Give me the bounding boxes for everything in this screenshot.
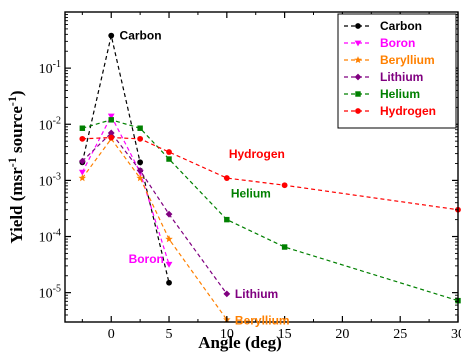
- data-point-boron: [78, 169, 86, 176]
- marker-layer: [78, 32, 461, 323]
- annotation-lithium: Lithium: [235, 287, 278, 301]
- x-axis-title: Angle (deg): [198, 333, 282, 352]
- series-line-carbon: [81, 35, 170, 283]
- annotation-boron: Boron: [129, 252, 164, 266]
- y-axis-title-main: Yield (msr: [7, 167, 26, 244]
- legend-marker-beryllium: [354, 56, 362, 64]
- x-tick-label: 25: [393, 327, 407, 342]
- data-point-beryllium: [78, 174, 87, 182]
- data-point-helium: [166, 156, 172, 162]
- y-tick-label-exponent: -5: [53, 284, 61, 295]
- y-axis-title-end: ): [7, 90, 26, 96]
- y-tick-label-exponent: -2: [53, 115, 61, 126]
- legend-label-helium: Helium: [380, 87, 420, 101]
- y-tick-label: 10-1: [39, 59, 61, 77]
- y-axis-title-sup1: -1: [5, 157, 19, 167]
- data-point-helium: [108, 117, 114, 123]
- y-axis-title: Yield (msr-1 source-1): [5, 90, 26, 243]
- data-point-lithium: [165, 210, 173, 218]
- data-point-beryllium: [136, 174, 144, 182]
- series-line-beryllium: [81, 137, 228, 321]
- legend-marker-boron: [354, 40, 362, 47]
- series-line-lithium: [81, 132, 228, 295]
- y-tick-label: 10-5: [39, 284, 61, 302]
- y-tick-label-base: 10: [39, 174, 53, 189]
- y-tick-label-base: 10: [39, 231, 53, 246]
- data-point-carbon: [166, 279, 172, 286]
- y-tick-label-base: 10: [39, 287, 53, 302]
- y-tick-label-base: 10: [39, 62, 53, 77]
- annotation-hydrogen: Hydrogen: [229, 147, 285, 161]
- y-axis-title-mid: source: [7, 106, 26, 158]
- data-point-beryllium: [165, 235, 173, 243]
- legend-label-hydrogen: Hydrogen: [380, 104, 436, 118]
- y-axis-title-sup2: -1: [5, 96, 19, 106]
- data-point-lithium: [78, 157, 86, 165]
- legend: Carbon Boron Beryllium Lithium Helium Hydroge…: [337, 13, 457, 129]
- y-tick-label-base: 10: [39, 118, 53, 133]
- legend-label-lithium: Lithium: [380, 70, 423, 84]
- data-point-boron: [165, 261, 173, 268]
- annotation-layer: Carbon Hydrogen Helium Boron Lithium Berylliu…: [120, 29, 290, 328]
- data-point-lithium: [223, 290, 231, 298]
- data-point-hydrogen: [223, 175, 230, 181]
- data-point-hydrogen: [79, 135, 86, 142]
- data-point-hydrogen: [281, 182, 288, 189]
- legend-label-beryllium: Beryllium: [380, 53, 435, 67]
- y-tick-label: 10-4: [39, 228, 61, 246]
- x-tick-label: 30: [451, 327, 461, 342]
- data-point-lithium: [107, 129, 115, 137]
- legend-label-carbon: Carbon: [380, 19, 422, 33]
- x-tick-label: 20: [335, 327, 349, 342]
- x-tick-label: 10: [220, 327, 234, 342]
- data-point-carbon: [108, 32, 115, 39]
- data-point-hydrogen: [108, 134, 115, 141]
- data-point-lithium: [136, 167, 144, 174]
- data-point-helium: [224, 216, 230, 223]
- x-tick-label: 5: [166, 327, 173, 342]
- legend-label-boron: Boron: [380, 36, 415, 50]
- plot-frame: [64, 11, 459, 323]
- legend-marker-carbon: [355, 23, 361, 29]
- y-tick-label: 10-2: [39, 115, 61, 133]
- y-tick-label-exponent: -3: [53, 171, 61, 182]
- data-point-hydrogen: [166, 149, 172, 155]
- annotation-beryllium: Beryllium: [235, 314, 290, 328]
- data-point-helium: [79, 125, 86, 131]
- y-tick-label: 10-3: [39, 171, 61, 189]
- data-point-helium: [137, 125, 143, 131]
- y-tick-label-exponent: -1: [53, 59, 61, 70]
- annotation-helium: Helium: [231, 186, 271, 200]
- data-point-hydrogen: [137, 135, 144, 142]
- legend-marker-helium: [355, 91, 361, 97]
- x-tick-label: 15: [278, 327, 292, 342]
- legend-marker-lithium: [354, 73, 362, 81]
- tick-layer: 05101520253010-510-410-310-210-1: [39, 12, 461, 342]
- annotation-carbon: Carbon: [120, 29, 162, 43]
- y-tick-label-exponent: -4: [53, 228, 61, 239]
- x-tick-label: 0: [108, 327, 115, 342]
- data-point-boron: [107, 113, 115, 120]
- series-line-boron: [81, 114, 170, 265]
- data-point-helium: [281, 244, 288, 250]
- legend-marker-hydrogen: [355, 108, 361, 114]
- data-point-carbon: [137, 159, 144, 166]
